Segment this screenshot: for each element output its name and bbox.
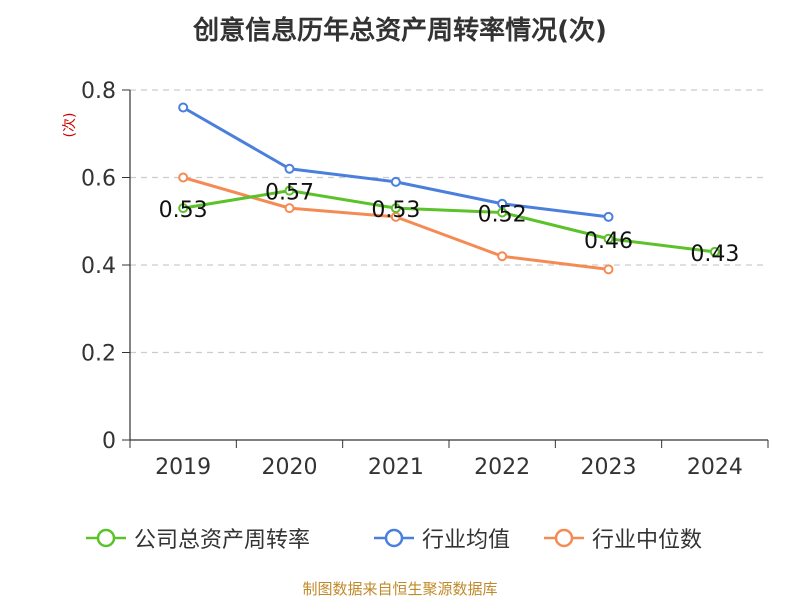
data-label: 0.57: [265, 181, 314, 206]
legend-swatch-median: [544, 528, 584, 548]
legend: 公司总资产周转率 行业均值 行业中位数: [0, 518, 800, 558]
x-tick-label: 2024: [687, 455, 743, 480]
data-label: 0.52: [478, 203, 527, 228]
x-tick-label: 2019: [155, 455, 211, 480]
y-tick-label: 0.4: [81, 254, 116, 279]
legend-swatch-average: [374, 528, 414, 548]
source-note: 制图数据来自恒生聚源数据库: [302, 580, 498, 598]
data-point-1: [284, 163, 295, 174]
data-point-2: [497, 251, 508, 262]
legend-item-company[interactable]: 公司总资产周转率: [84, 518, 310, 558]
data-point-2: [284, 203, 295, 214]
data-label: 0.46: [584, 229, 633, 254]
data-point-2: [603, 264, 614, 275]
data-point-0: [709, 246, 720, 257]
legend-label-company: 公司总资产周转率: [134, 528, 311, 553]
data-label: 0.43: [690, 242, 739, 267]
data-point-0: [603, 233, 614, 244]
legend-swatch-company: [86, 528, 126, 548]
legend-label-average: 行业均值: [422, 528, 511, 553]
data-point-1: [603, 211, 614, 222]
data-point-0: [390, 203, 401, 214]
data-point-1: [390, 176, 401, 187]
legend-item-median[interactable]: 行业中位数: [542, 518, 702, 558]
data-point-0: [497, 207, 508, 218]
data-label: 0.53: [159, 198, 208, 223]
legend-item-average[interactable]: 行业均值: [372, 518, 510, 558]
data-point-2: [178, 172, 189, 183]
x-tick-label: 2020: [262, 455, 318, 480]
x-tick-label: 2023: [581, 455, 637, 480]
y-tick-label: 0.8: [81, 79, 116, 104]
data-point-1: [178, 102, 189, 113]
data-point-0: [284, 185, 295, 196]
series-line-0: [182, 189, 716, 254]
x-tick-label: 2022: [474, 455, 530, 480]
y-tick-label: 0: [102, 429, 116, 454]
x-tick-label: 2021: [368, 455, 424, 480]
data-point-0: [178, 203, 189, 214]
y-tick-label: 0.6: [81, 167, 116, 192]
y-tick-label: 0.2: [81, 342, 116, 367]
chart-title: 创意信息历年总资产周转率情况(次): [193, 16, 607, 46]
legend-label-median: 行业中位数: [592, 528, 703, 553]
data-label: 0.53: [371, 198, 420, 223]
